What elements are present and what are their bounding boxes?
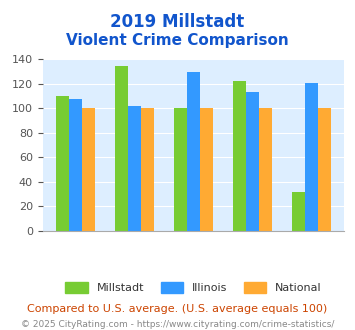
Bar [174,109,187,231]
Bar [246,92,259,231]
Bar [56,96,69,231]
Bar [187,72,200,231]
Bar [305,83,318,231]
Bar [318,109,331,231]
Text: Violent Crime Comparison: Violent Crime Comparison [66,33,289,48]
Text: © 2025 CityRating.com - https://www.cityrating.com/crime-statistics/: © 2025 CityRating.com - https://www.city… [21,320,334,329]
Bar [115,66,128,231]
Text: 2019 Millstadt: 2019 Millstadt [110,13,245,31]
Bar [292,192,305,231]
Text: Compared to U.S. average. (U.S. average equals 100): Compared to U.S. average. (U.S. average … [27,304,328,314]
Legend: Millstadt, Illinois, National: Millstadt, Illinois, National [61,277,326,298]
Bar [200,109,213,231]
Bar [69,99,82,231]
Bar [233,82,246,231]
Bar [141,109,154,231]
Bar [128,106,141,231]
Bar [82,109,95,231]
Bar [259,109,272,231]
